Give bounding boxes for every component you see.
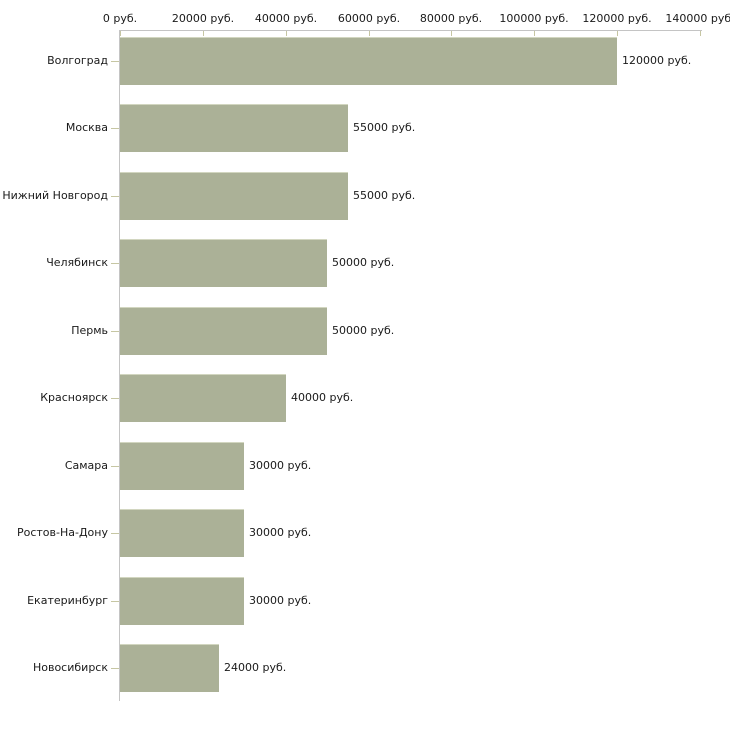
category-label: Волгоград: [47, 54, 108, 67]
category-tick: [111, 533, 119, 534]
x-tick-label: 20000 руб.: [171, 12, 235, 25]
category-label: Красноярск: [40, 391, 108, 404]
bar: [120, 509, 244, 557]
bar: [120, 374, 286, 422]
category-tick: [111, 466, 119, 467]
category-tick: [111, 128, 119, 129]
x-tick-label: 140000 руб.: [665, 12, 730, 25]
bar: [120, 577, 244, 625]
bar: [120, 644, 219, 692]
y-axis-line: [119, 30, 120, 701]
x-tick-label: 80000 руб.: [419, 12, 483, 25]
category-tick: [111, 668, 119, 669]
category-tick: [111, 398, 119, 399]
x-axis-tick: [617, 31, 618, 36]
x-axis-line: [119, 30, 702, 31]
category-tick: [111, 331, 119, 332]
category-label: Новосибирск: [32, 661, 108, 674]
x-axis-tick: [700, 31, 701, 36]
category-label: Челябинск: [46, 256, 108, 269]
category-label: Нижний Новгород: [2, 189, 108, 202]
value-label: 55000 руб.: [353, 189, 416, 202]
value-label: 120000 руб.: [622, 54, 692, 67]
bar: [120, 239, 327, 287]
category-label: Ростов-На-Дону: [16, 526, 108, 539]
x-tick-label: 60000 руб.: [337, 12, 401, 25]
bar: [120, 104, 348, 152]
x-axis-tick: [286, 31, 287, 36]
value-label: 30000 руб.: [249, 526, 312, 539]
x-tick-label: 120000 руб.: [582, 12, 652, 25]
value-label: 50000 руб.: [332, 324, 395, 337]
bar: [120, 442, 244, 490]
x-axis-tick: [203, 31, 204, 36]
value-label: 30000 руб.: [249, 459, 312, 472]
x-axis-tick: [120, 31, 121, 36]
x-tick-label: 40000 руб.: [254, 12, 318, 25]
category-label: Самара: [64, 459, 108, 472]
category-tick: [111, 196, 119, 197]
category-label: Екатеринбург: [27, 594, 108, 607]
value-label: 24000 руб.: [224, 661, 287, 674]
x-axis-tick: [369, 31, 370, 36]
bar: [120, 307, 327, 355]
value-label: 30000 руб.: [249, 594, 312, 607]
bar: [120, 172, 348, 220]
value-label: 40000 руб.: [291, 391, 354, 404]
value-label: 50000 руб.: [332, 256, 395, 269]
category-tick: [111, 61, 119, 62]
x-tick-label: 100000 руб.: [499, 12, 569, 25]
x-tick-label: 0 руб.: [102, 12, 138, 25]
category-label: Москва: [65, 121, 108, 134]
bar: [120, 37, 617, 85]
category-tick: [111, 601, 119, 602]
value-label: 55000 руб.: [353, 121, 416, 134]
x-axis-tick: [534, 31, 535, 36]
category-label: Пермь: [71, 324, 108, 337]
x-axis-tick: [451, 31, 452, 36]
category-tick: [111, 263, 119, 264]
